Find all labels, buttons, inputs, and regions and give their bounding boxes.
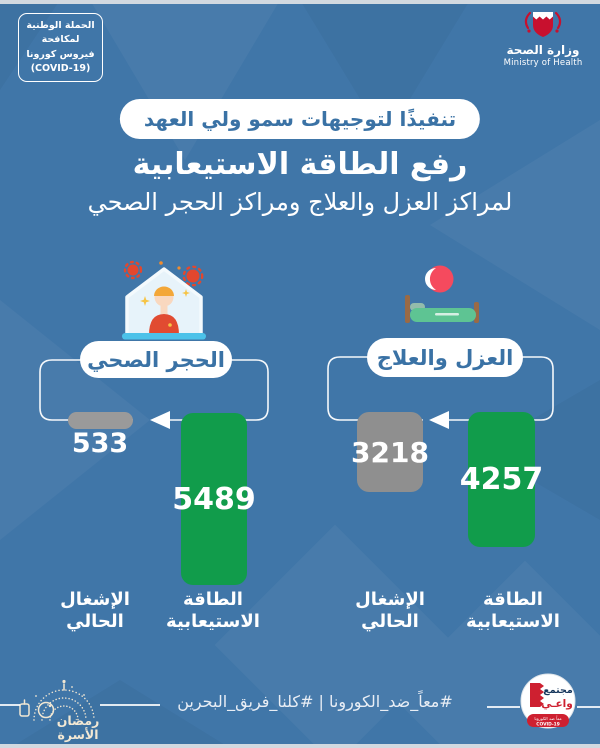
directive-pill: تنفيذًا لتوجيهات سمو ولي العهد <box>119 99 481 139</box>
main-title: رفع الطاقة الاستيعابية <box>132 147 468 182</box>
waei-badge-line3: معاً ضد الكورونا <box>534 715 561 721</box>
quarantine-occupancy-bar <box>68 412 133 429</box>
isolation-occupancy-bar: 3218 <box>351 412 429 492</box>
bed-crescent-moon-icon <box>405 265 479 323</box>
isolation-occupancy-label: الإشغال الحالي <box>355 589 425 632</box>
isolation-capacity-bar: 4257 <box>460 412 543 547</box>
footer-left-edge-line <box>0 704 20 706</box>
bottom-edge-strip <box>0 744 600 748</box>
waei-badge-line4: COVID-19 <box>536 722 560 728</box>
campaign-badge-line4: (COVID-19) <box>30 62 91 74</box>
waei-badge-line2: واعـي <box>541 698 573 710</box>
subtitle: لمراكز العزل والعلاج ومراكز الحجر الصحي <box>87 188 513 216</box>
ramadan-logo-text: رمضان الأسرة <box>56 713 100 743</box>
footer-right-edge-line <box>577 706 600 708</box>
conscious-society-badge-icon: مجتمع واعـي معاً ضد الكورونا COVID-19 <box>520 673 576 729</box>
footer-left-line <box>100 704 160 706</box>
campaign-badge-line1: الحملة الوطنية <box>26 20 95 31</box>
bahrain-crest-icon <box>524 11 562 37</box>
ministry-name-arabic: وزارة الصحة <box>506 43 580 57</box>
ramadan-dome-lantern-icon <box>19 679 95 721</box>
ministry-logo: وزارة الصحة Ministry of Health <box>498 7 588 68</box>
isolation-capacity-label: الطاقة الاستيعابية <box>466 589 560 632</box>
footer-right-line <box>487 706 520 708</box>
top-edge-strip <box>0 0 600 4</box>
isolation-arrow-icon <box>429 411 449 429</box>
ministry-name-english: Ministry of Health <box>503 58 583 68</box>
quarantine-occupancy-value: 533 <box>71 428 129 459</box>
campaign-badge-line2: لمكافحة <box>41 34 80 46</box>
waei-badge-line1: مجتمع <box>543 685 573 696</box>
quarantine-capacity-label: الطاقة الاستيعابية <box>166 589 260 632</box>
footer-hashtags: #معاً_ضد_الكورونا | #كلنا_فريق_البحرين <box>177 692 453 711</box>
campaign-badge-line3: فيروس كورونا <box>26 48 95 60</box>
house-person-virus-icon <box>122 260 206 340</box>
quarantine-capacity-bar: 5489 <box>172 413 256 585</box>
campaign-badge: الحملة الوطنية لمكافحة فيروس كورونا (COV… <box>18 13 103 82</box>
quarantine-occupancy-label: الإشغال الحالي <box>60 589 130 632</box>
quarantine-arrow-icon <box>150 411 170 429</box>
isolation-group-pill: العزل والعلاج <box>367 338 523 377</box>
quarantine-group-pill: الحجر الصحي <box>80 341 232 378</box>
